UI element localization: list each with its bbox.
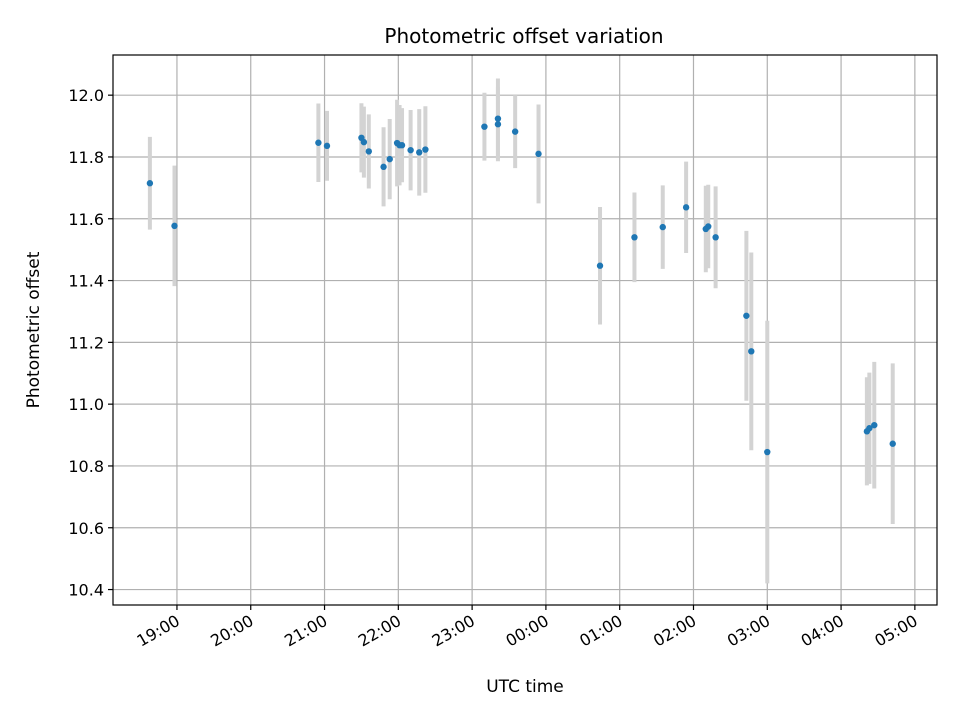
data-point — [659, 223, 666, 231]
x-tick-label: 22:00 — [355, 611, 404, 651]
data-point — [705, 223, 712, 230]
data-point — [748, 348, 755, 355]
x-tick-label: 04:00 — [798, 611, 847, 651]
data-point — [511, 128, 519, 135]
errorbar-layer — [147, 78, 895, 584]
x-tick-label: 01:00 — [576, 611, 625, 651]
point-layer — [146, 115, 896, 456]
data-point — [365, 148, 373, 155]
y-tick-label: 11.0 — [68, 395, 104, 414]
data-point — [171, 222, 178, 230]
data-point — [323, 142, 331, 150]
data-point — [743, 312, 750, 319]
data-point — [315, 139, 322, 146]
data-point — [416, 149, 423, 156]
x-tick-label: 00:00 — [502, 611, 551, 651]
y-tick-label: 12.0 — [68, 86, 104, 105]
plot-frame — [112, 54, 938, 606]
y-axis-title: Photometric offset — [24, 251, 44, 408]
x-tick-label: 20:00 — [207, 611, 256, 651]
data-point — [889, 440, 896, 447]
data-point — [631, 234, 638, 241]
data-point — [535, 150, 542, 158]
y-tick-label: 11.6 — [68, 210, 104, 229]
y-tick-label: 11.2 — [68, 333, 104, 352]
data-point — [146, 180, 154, 187]
data-point — [360, 138, 368, 146]
x-tick-label: 21:00 — [281, 611, 330, 651]
data-point — [386, 155, 393, 163]
x-tick-label: 03:00 — [724, 611, 773, 651]
data-point — [682, 204, 690, 211]
y-tick-label: 10.4 — [68, 581, 104, 600]
data-point — [866, 425, 873, 432]
data-point — [712, 234, 719, 241]
data-point — [422, 146, 429, 153]
y-tick-layer: 10.4 10.6 10.8 11.0 11.2 11.4 11.6 11.8 12.0 — [68, 86, 113, 600]
data-point — [596, 262, 604, 269]
data-point — [494, 115, 502, 122]
data-point — [407, 146, 414, 154]
data-point — [764, 448, 771, 456]
y-tick-label: 11.8 — [68, 148, 104, 167]
data-point — [398, 142, 406, 149]
x-tick-label: 19:00 — [134, 611, 183, 651]
x-axis-title: UTC time — [486, 677, 564, 697]
x-tick-label: 05:00 — [871, 611, 920, 651]
grid-layer — [113, 55, 937, 605]
y-tick-label: 10.8 — [68, 457, 104, 476]
data-point — [481, 123, 488, 130]
x-tick-label: 23:00 — [429, 611, 478, 651]
data-point — [871, 421, 878, 429]
y-tick-label: 10.6 — [68, 519, 104, 538]
x-tick-layer: 19:00 20:00 21:00 22:00 23:00 00:00 01:00 02:00… — [134, 605, 921, 651]
data-point — [380, 163, 387, 171]
y-tick-label: 11.4 — [68, 272, 104, 291]
x-tick-label: 02:00 — [650, 611, 699, 651]
chart-title: Photometric offset variation — [384, 24, 663, 48]
data-point — [494, 121, 502, 128]
